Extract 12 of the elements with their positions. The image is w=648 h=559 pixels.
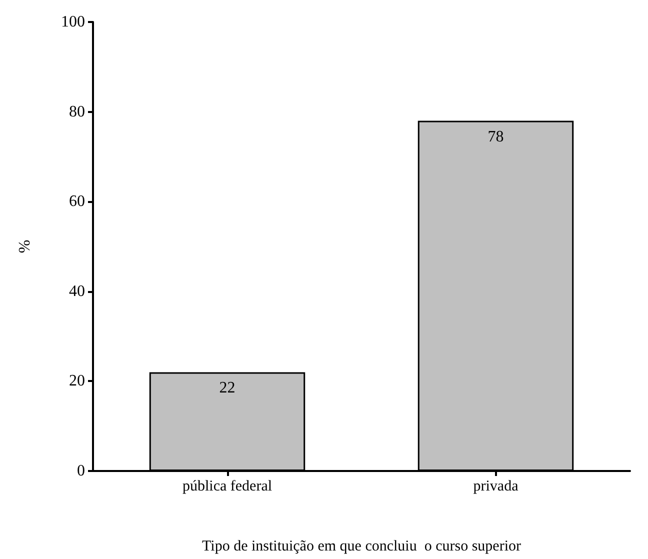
y-tick-label: 20 <box>69 372 85 390</box>
data-label: 78 <box>488 128 504 146</box>
y-tick-label: 60 <box>69 193 85 210</box>
x-axis-title: Tipo de instituição em que concluiu o curso superior <box>202 538 521 554</box>
y-axis-title: % <box>16 240 34 254</box>
x-tick-label: privada <box>473 478 519 494</box>
x-tick-label: pública federal <box>182 478 272 494</box>
data-label: 22 <box>219 380 236 397</box>
y-tick-label: 0 <box>77 462 85 480</box>
y-tick-label: 40 <box>69 282 85 300</box>
y-tick-label: 80 <box>69 103 85 120</box>
y-tick-label: 100 <box>61 14 85 30</box>
